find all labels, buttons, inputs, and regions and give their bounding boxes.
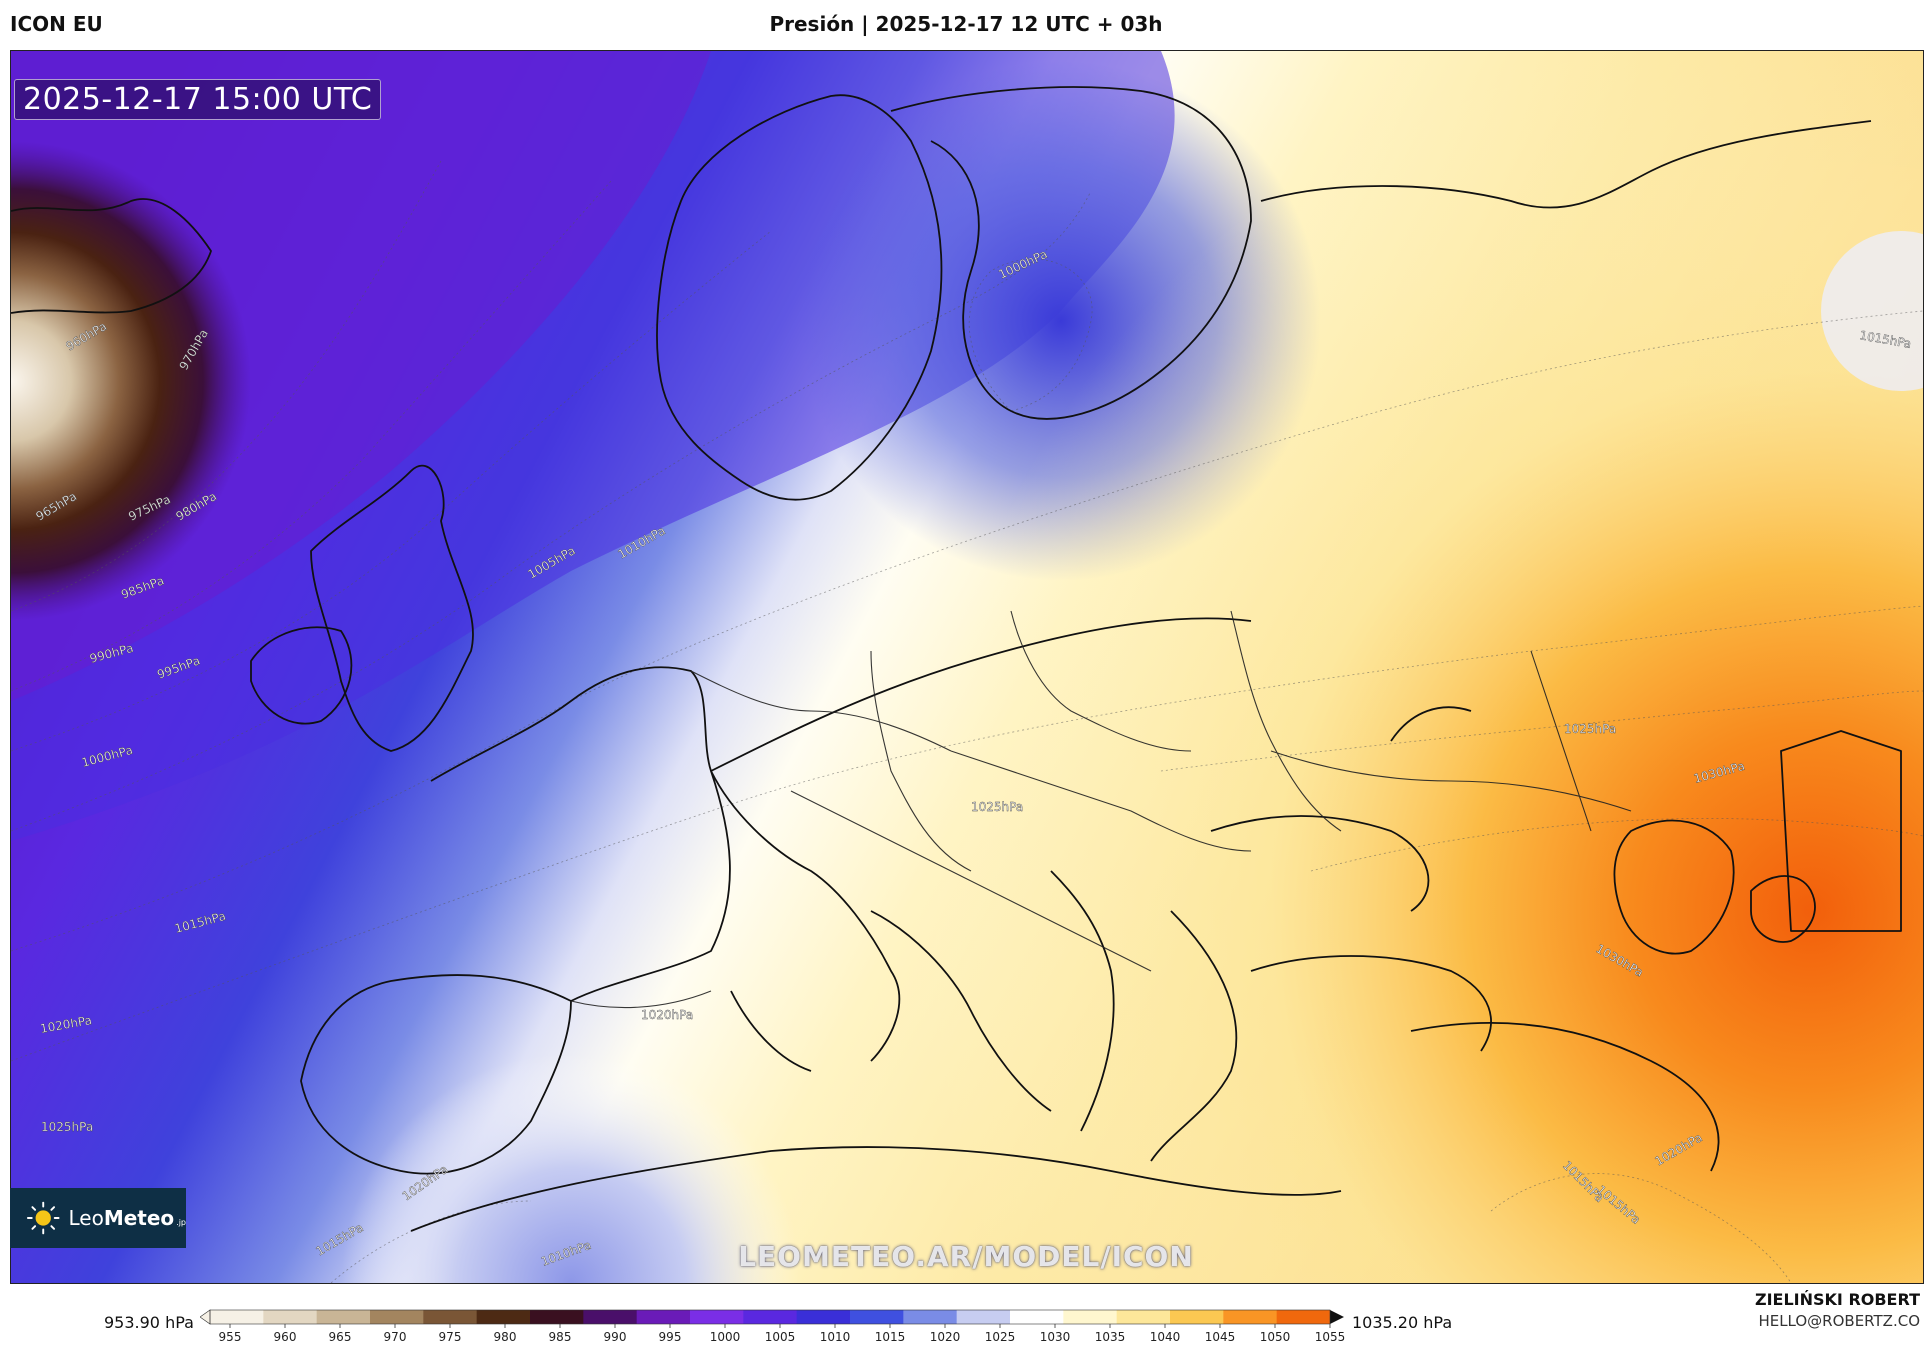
- isobar-label: 1020hPa: [641, 1008, 693, 1022]
- colorbar-tick-label: 1050: [1260, 1330, 1291, 1344]
- colorbar-tick-label: 1000: [710, 1330, 741, 1344]
- author-name: ZIELIŃSKI ROBERT: [1754, 1290, 1920, 1309]
- colorbar-swatch: [316, 1310, 371, 1324]
- colorbar-swatch: [1276, 1310, 1331, 1324]
- colorbar-tick-label: 990: [604, 1330, 627, 1344]
- colorbar-tick-label: 980: [494, 1330, 517, 1344]
- isobar-label: 1025hPa: [1564, 722, 1616, 736]
- colorbar-tick-label: 1035: [1095, 1330, 1126, 1344]
- colorbar-swatch: [796, 1310, 851, 1324]
- colorbar-swatch: [263, 1310, 318, 1324]
- colorbar-max-label: 1035.20 hPa: [1352, 1313, 1453, 1332]
- colorbar-frame: [209, 1309, 1331, 1325]
- colorbar-swatch: [583, 1310, 638, 1324]
- colorbar-tick-label: 970: [384, 1330, 407, 1344]
- colorbar-swatch: [690, 1310, 744, 1324]
- logo-brand-light: Leo: [68, 1206, 104, 1230]
- author-email[interactable]: HELLO@ROBERTZ.CO: [1758, 1312, 1920, 1330]
- colorbar-swatch: [956, 1310, 1011, 1324]
- colorbar-swatch: [743, 1310, 798, 1324]
- isobar-label: 1025hPa: [41, 1120, 93, 1134]
- pressure-colorbar: 955 960 965 970 975 980 985 990 995 1000 1005 1010 1…: [200, 1309, 1346, 1344]
- model-name: ICON EU: [10, 12, 103, 36]
- borders: [570, 610, 1632, 1009]
- colorbar-tick-label: 1020: [930, 1330, 961, 1344]
- colorbar-min-extend: [200, 1309, 211, 1325]
- colorbar-tick-label: 1005: [765, 1330, 796, 1344]
- website-watermark: LEOMETEO.AR/MODEL/ICON: [738, 1240, 1194, 1273]
- colorbar-tick-label: 1030: [1040, 1330, 1071, 1344]
- map-title: Presión | 2025-12-17 12 UTC + 03h: [769, 12, 1163, 36]
- logo-wordmark: LeoMeteo: [68, 1206, 174, 1230]
- colorbar-tick-label: 985: [549, 1330, 572, 1344]
- colorbar-tick-label: 1015: [875, 1330, 906, 1344]
- colorbar-tick-label: 1025: [985, 1330, 1016, 1344]
- colorbar-swatch: [636, 1310, 691, 1324]
- footer: 953.90 hPa 955 960 965 970 975 980 985 990 995 10…: [0, 1290, 1932, 1344]
- colorbar-max-extend: [1330, 1310, 1344, 1324]
- logo-suffix: .jp: [176, 1217, 186, 1227]
- colorbar-tick-label: 1045: [1205, 1330, 1236, 1344]
- colorbar-swatch: [1170, 1310, 1224, 1324]
- colorbar-tick-label: 995: [659, 1330, 682, 1344]
- colorbar-tick-label: 960: [274, 1330, 297, 1344]
- coastlines: [11, 86, 1902, 1232]
- colorbar-tick-label: 1040: [1150, 1330, 1181, 1344]
- colorbar-swatch: [370, 1310, 424, 1324]
- colorbar-min-label: 953.90 hPa: [104, 1313, 194, 1332]
- colorbar-swatch: [850, 1310, 904, 1324]
- colorbar-tick-label: 955: [219, 1330, 242, 1344]
- logo-brand-bold: Meteo: [103, 1206, 175, 1230]
- sun-icon: [26, 1201, 60, 1235]
- colorbar-swatch: [210, 1310, 264, 1324]
- colorbar-tick-label: 1055: [1315, 1330, 1346, 1344]
- colorbar-swatch: [476, 1310, 531, 1324]
- colorbar-swatch: [530, 1310, 584, 1324]
- isobar-label: 1025hPa: [971, 800, 1023, 814]
- leometeo-logo[interactable]: LeoMeteo .jp: [10, 1188, 186, 1248]
- colorbar-tick-label: 1010: [820, 1330, 851, 1344]
- valid-time-label: 2025-12-17 15:00 UTC: [14, 79, 382, 120]
- header: ICON EU Presión | 2025-12-17 12 UTC + 03…: [0, 0, 1932, 50]
- colorbar-swatch: [1116, 1310, 1171, 1324]
- colorbar-swatch: [1010, 1310, 1064, 1324]
- colorbar-swatch: [1223, 1310, 1278, 1324]
- colorbar-tick-label: 965: [329, 1330, 352, 1344]
- colorbar-tick-label: 975: [439, 1330, 462, 1344]
- colorbar-swatch: [423, 1310, 478, 1324]
- colorbar-swatch: [903, 1310, 958, 1324]
- pressure-map[interactable]: 960hPa 965hPa 970hPa 975hPa 980hPa 985hPa 990h…: [10, 50, 1924, 1284]
- colorbar-swatch: [1063, 1310, 1118, 1324]
